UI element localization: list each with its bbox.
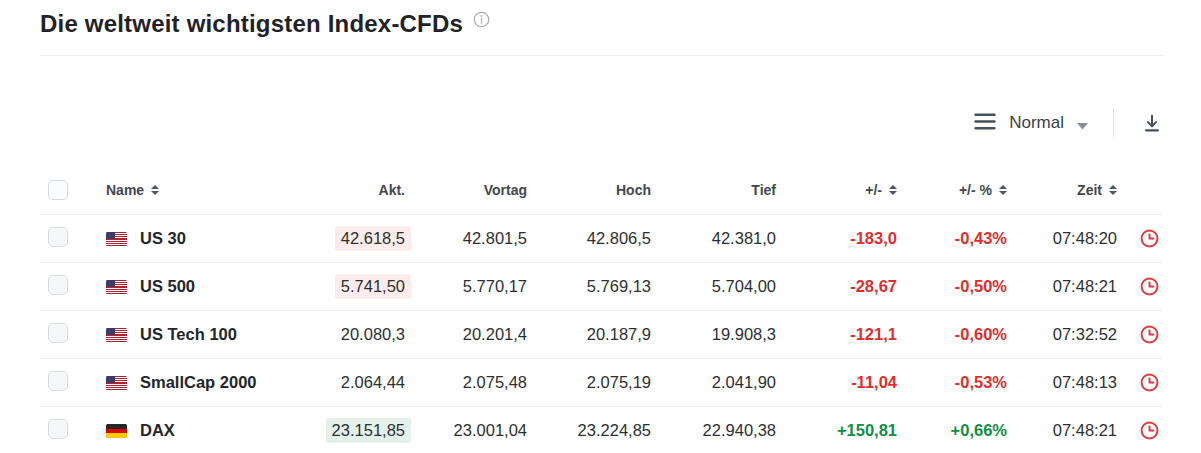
table-row: US 30 42.618,5 42.801,5 42.806,5 42.381,… (40, 214, 1163, 262)
select-all-checkbox[interactable] (48, 180, 68, 200)
change-absolute: -183,0 (776, 229, 897, 248)
table-row: US Tech 100 20.080,3 20.201,4 20.187,9 1… (40, 310, 1163, 358)
prev-close-value: 23.001,04 (405, 421, 527, 440)
low-value: 5.704,00 (651, 277, 776, 296)
change-percent: -0,60% (897, 325, 1007, 344)
low-value: 42.381,0 (651, 229, 776, 248)
prev-close-value: 42.801,5 (405, 229, 527, 248)
index-name-link[interactable]: US 500 (140, 277, 195, 296)
divider (40, 55, 1163, 56)
row-checkbox[interactable] (48, 419, 68, 439)
page-title: Die weltweit wichtigsten Index-CFDs (40, 10, 463, 38)
last-price: 42.618,5 (335, 226, 411, 251)
last-price: 5.741,50 (335, 274, 411, 299)
quote-time: 07:48:21 (1007, 421, 1117, 440)
low-value: 2.041,90 (651, 373, 776, 392)
column-header-name[interactable]: Name (106, 182, 285, 198)
table-row: US 500 5.741,50 5.770,17 5.769,13 5.704,… (40, 262, 1163, 310)
change-percent: -0,53% (897, 373, 1007, 392)
change-percent: -0,43% (897, 229, 1007, 248)
table-body: US 30 42.618,5 42.801,5 42.806,5 42.381,… (40, 214, 1163, 453)
change-absolute: -11,04 (776, 373, 897, 392)
high-value: 23.224,85 (527, 421, 651, 440)
low-value: 22.940,38 (651, 421, 776, 440)
high-value: 20.187,9 (527, 325, 651, 344)
index-name-link[interactable]: SmallCap 2000 (140, 373, 256, 392)
clock-icon (1139, 420, 1160, 441)
change-absolute: -121,1 (776, 325, 897, 344)
high-value: 42.806,5 (527, 229, 651, 248)
row-checkbox[interactable] (48, 323, 68, 343)
info-icon[interactable] (473, 11, 490, 28)
us-flag-icon (106, 280, 127, 294)
column-header-akt: Akt. (285, 182, 405, 198)
prev-close-value: 5.770,17 (405, 277, 527, 296)
sort-icon (1109, 185, 1117, 196)
title-row: Die weltweit wichtigsten Index-CFDs (40, 0, 1163, 38)
prev-close-value: 2.075,48 (405, 373, 527, 392)
index-cfd-widget: Die weltweit wichtigsten Index-CFDs Norm… (0, 0, 1201, 453)
quote-time: 07:48:13 (1007, 373, 1117, 392)
clock-icon (1139, 372, 1160, 393)
column-header-vortag: Vortag (405, 182, 527, 198)
quote-time: 07:48:20 (1007, 229, 1117, 248)
de-flag-icon (106, 424, 127, 438)
toolbar-divider (1113, 108, 1114, 138)
view-selector-dropdown[interactable]: Normal (974, 113, 1088, 134)
table-row: SmallCap 2000 2.064,44 2.075,48 2.075,19… (40, 358, 1163, 406)
sort-icon (151, 185, 159, 196)
prev-close-value: 20.201,4 (405, 325, 527, 344)
high-value: 5.769,13 (527, 277, 651, 296)
last-price: 23.151,85 (326, 418, 411, 443)
row-checkbox[interactable] (48, 227, 68, 247)
index-table: Name Akt. Vortag Hoch Tief +/- +/- % Zei… (40, 166, 1163, 453)
sort-icon (889, 185, 897, 196)
quote-time: 07:48:21 (1007, 277, 1117, 296)
clock-icon (1139, 276, 1160, 297)
change-percent: -0,50% (897, 277, 1007, 296)
table-header-row: Name Akt. Vortag Hoch Tief +/- +/- % Zei… (40, 166, 1163, 214)
index-name-link[interactable]: US Tech 100 (140, 325, 237, 344)
table-row: DAX 23.151,85 23.001,04 23.224,85 22.940… (40, 406, 1163, 453)
change-percent: +0,66% (897, 421, 1007, 440)
view-selector-label: Normal (1009, 113, 1064, 133)
row-checkbox[interactable] (48, 371, 68, 391)
download-button[interactable] (1141, 112, 1163, 135)
column-header-zeit[interactable]: Zeit (1007, 182, 1117, 198)
column-header-chg-pct[interactable]: +/- % (897, 182, 1007, 198)
toolbar: Normal (40, 102, 1163, 144)
us-flag-icon (106, 232, 127, 246)
low-value: 19.908,3 (651, 325, 776, 344)
us-flag-icon (106, 328, 127, 342)
last-price: 2.064,44 (335, 370, 411, 395)
us-flag-icon (106, 376, 127, 390)
column-header-tief: Tief (651, 182, 776, 198)
index-name-link[interactable]: DAX (140, 421, 175, 440)
row-checkbox[interactable] (48, 275, 68, 295)
high-value: 2.075,19 (527, 373, 651, 392)
change-absolute: +150,81 (776, 421, 897, 440)
hamburger-icon (974, 113, 996, 134)
clock-icon (1139, 228, 1160, 249)
column-header-chg[interactable]: +/- (776, 182, 897, 198)
change-absolute: -28,67 (776, 277, 897, 296)
chevron-down-icon (1077, 116, 1088, 134)
quote-time: 07:32:52 (1007, 325, 1117, 344)
last-price: 20.080,3 (335, 322, 411, 347)
index-name-link[interactable]: US 30 (140, 229, 186, 248)
column-header-hoch: Hoch (527, 182, 651, 198)
sort-icon (999, 185, 1007, 196)
clock-icon (1139, 324, 1160, 345)
